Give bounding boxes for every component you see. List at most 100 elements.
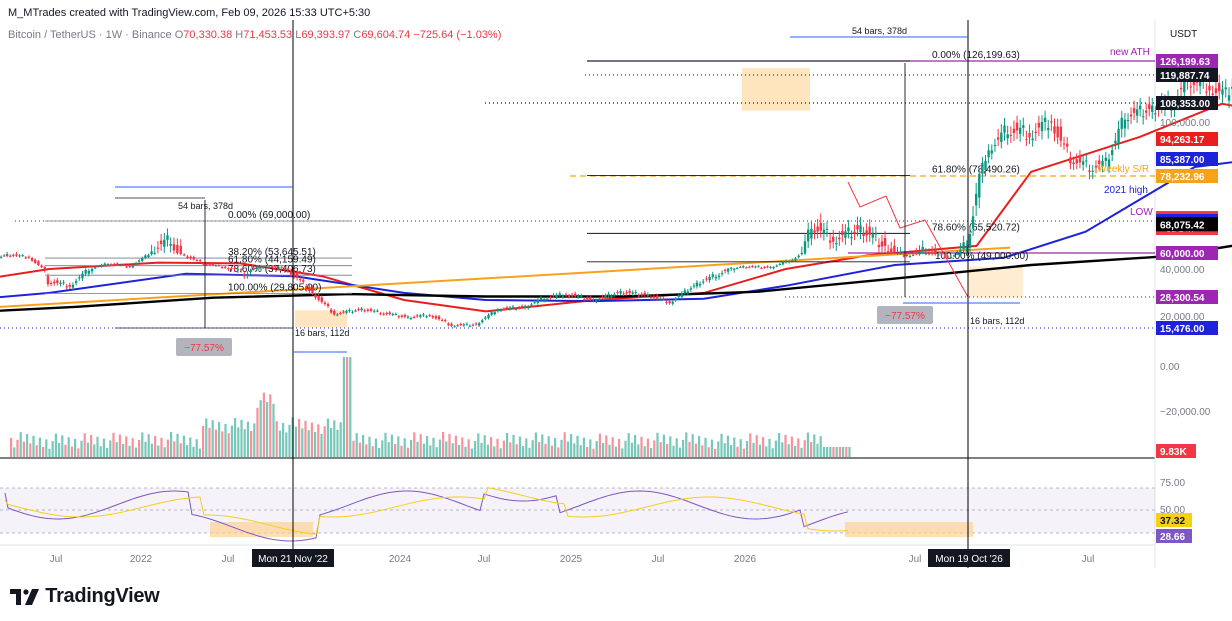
- candle-body: [1107, 159, 1111, 168]
- candle-body: [1138, 105, 1142, 110]
- candle-body: [2, 255, 6, 257]
- volume-bar: [778, 433, 781, 457]
- candle-body: [1198, 80, 1202, 87]
- volume-bar: [314, 432, 317, 457]
- candle-body: [778, 263, 782, 265]
- volume-bar: [93, 444, 96, 457]
- candle-body: [487, 314, 490, 318]
- volume-bar: [243, 429, 246, 457]
- candle-body: [899, 253, 902, 255]
- volume-bar: [272, 403, 275, 457]
- candle-body: [56, 280, 59, 284]
- candle-body: [1050, 121, 1053, 123]
- volume-bar: [422, 443, 425, 457]
- price-axis-badge: [1156, 54, 1218, 68]
- candle-body: [211, 263, 214, 266]
- rsi-band: [0, 488, 1155, 533]
- candle-body: [1189, 86, 1192, 88]
- price-axis-label: 78,232.96: [1160, 172, 1205, 183]
- candle-body: [965, 247, 968, 252]
- volume-bar: [458, 445, 461, 457]
- projection-path: [847, 181, 969, 298]
- volume-bar: [704, 437, 707, 457]
- candle-body: [505, 307, 509, 309]
- volume-bar: [547, 436, 550, 457]
- price-axis-badge: [1156, 96, 1218, 110]
- candle-body: [1075, 159, 1078, 164]
- volume-bar: [176, 433, 179, 457]
- candle-body: [239, 269, 243, 271]
- volume-bar: [163, 447, 166, 457]
- candle-body: [856, 225, 859, 230]
- volume-bar: [355, 433, 358, 457]
- candle-body: [736, 267, 739, 269]
- symbol-legend[interactable]: Bitcoin / TetherUS · 1W · Binance O70,33…: [8, 29, 501, 41]
- volume-bar: [698, 436, 701, 457]
- candle-body: [227, 268, 230, 270]
- volume-bar: [131, 438, 134, 457]
- candle-body: [720, 273, 724, 275]
- volume-bar: [445, 441, 448, 457]
- candle-body: [847, 227, 850, 232]
- x-tick-label: 2026: [734, 554, 757, 565]
- price-axis-label: 15,476.00: [1160, 324, 1205, 335]
- candle-body: [261, 267, 265, 269]
- candle-body: [1221, 89, 1224, 95]
- volume-bar: [230, 425, 233, 457]
- volume-bar: [298, 419, 301, 457]
- volume-bar: [221, 431, 224, 457]
- candle-body: [601, 296, 604, 298]
- candle-body: [1047, 127, 1050, 131]
- candle-body: [342, 311, 345, 313]
- volume-bar: [797, 438, 800, 457]
- candle-body: [607, 293, 610, 296]
- volume-bar: [570, 434, 573, 457]
- rsi-ma-value: 37.32: [1160, 516, 1185, 527]
- candle-body: [289, 271, 293, 275]
- candle-body: [757, 266, 760, 268]
- volume-bar: [435, 447, 438, 457]
- volume-bar: [179, 443, 182, 457]
- candle-body: [90, 268, 94, 272]
- volume-bar: [112, 432, 115, 457]
- candle-body: [781, 262, 785, 265]
- candle-body: [409, 318, 413, 320]
- volume-bar: [838, 447, 841, 457]
- candle-body: [616, 292, 619, 294]
- candle-body: [1135, 109, 1139, 116]
- volume-last-label: 9.83K: [1160, 447, 1187, 458]
- volume-bar: [470, 448, 473, 457]
- candle-body: [625, 292, 628, 294]
- candle-body: [477, 323, 481, 326]
- volume-bar: [26, 434, 29, 457]
- volume-bar: [685, 432, 688, 457]
- candle-body: [1192, 80, 1196, 86]
- candle-body: [1214, 88, 1218, 94]
- volume-bar: [515, 444, 518, 457]
- candle-body: [1114, 140, 1117, 144]
- price-axis-label: 94,263.17: [1160, 135, 1205, 146]
- volume-bar: [803, 440, 806, 457]
- candle-body: [15, 254, 18, 256]
- volume-bar: [80, 440, 83, 457]
- candle-body: [791, 259, 794, 261]
- candle-body: [1183, 81, 1186, 93]
- volume-bar: [403, 438, 406, 457]
- candle-body: [450, 323, 453, 326]
- candle-body: [987, 150, 990, 158]
- candle-body: [921, 246, 924, 252]
- candle-body: [708, 276, 711, 281]
- candle-body: [655, 295, 659, 299]
- x-tick-label: Jul: [652, 554, 665, 565]
- price-axis-label: 119,887.74: [1160, 71, 1210, 82]
- tradingview-brand[interactable]: TradingView: [10, 585, 160, 608]
- candle-body: [94, 267, 97, 269]
- candle-body: [874, 233, 878, 235]
- volume-bar: [781, 442, 784, 457]
- candle-body: [862, 233, 865, 237]
- x-tick-label: 2025: [560, 554, 583, 565]
- candle-body: [1018, 127, 1022, 134]
- volume-bar: [682, 440, 685, 457]
- fib-2025-label: 78.60% (65,520.72): [932, 222, 1020, 233]
